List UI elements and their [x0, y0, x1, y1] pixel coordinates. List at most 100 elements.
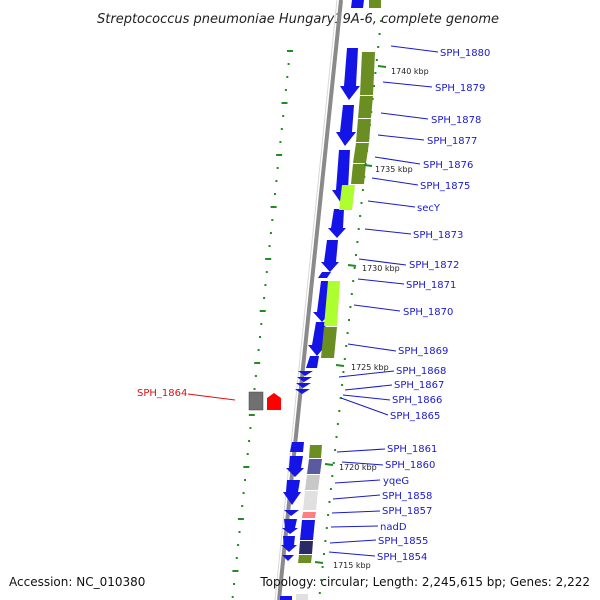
- tick-mark: [269, 232, 272, 234]
- kbp-scale: 1740 kbp 1735 kbp 1730 kbp 1725 kbp 1720…: [314, 65, 429, 570]
- gene-arrow[interactable]: [290, 442, 304, 452]
- tick-mark: [331, 475, 334, 477]
- gene-arrow[interactable]: [280, 596, 292, 600]
- gene-label[interactable]: secY: [417, 203, 441, 214]
- gene-label[interactable]: SPH_1857: [382, 506, 432, 517]
- cog-block: [321, 327, 337, 358]
- gene-label[interactable]: SPH_1869: [398, 346, 448, 357]
- gene-block[interactable]: [248, 391, 264, 411]
- tick-mark: [248, 440, 251, 442]
- kbp-label: 1715 kbp: [333, 561, 371, 570]
- gene-arrow[interactable]: [283, 480, 301, 505]
- gene-arrow[interactable]: [284, 510, 299, 516]
- gene-arrow[interactable]: [286, 456, 304, 477]
- gene-label[interactable]: SPH_1877: [427, 136, 477, 147]
- gene-arrow[interactable]: [295, 389, 310, 394]
- tick-mark: [244, 479, 246, 481]
- tick-mark: [242, 492, 245, 494]
- tick-mark: [264, 284, 267, 286]
- gene-label[interactable]: SPH_1860: [385, 460, 435, 471]
- tick-mark: [254, 362, 261, 364]
- gene-label[interactable]: SPH_1870: [403, 307, 453, 318]
- gene-label[interactable]: SPH_1855: [378, 536, 428, 547]
- tick-mark: [265, 271, 268, 273]
- gene-label[interactable]: SPH_1866: [392, 395, 442, 406]
- cog-block: [299, 541, 313, 554]
- cog-block: [353, 143, 369, 163]
- tick-mark: [241, 505, 244, 507]
- kbp-label: 1730 kbp: [362, 264, 400, 273]
- tick-mark: [324, 540, 327, 542]
- gene-arrow[interactable]: [296, 383, 311, 388]
- gene-arrow[interactable]: [282, 555, 294, 561]
- tick-mark: [378, 33, 381, 35]
- tick-mark: [355, 254, 357, 256]
- highlight-leader: [187, 393, 236, 401]
- cog-track: [296, 0, 381, 600]
- cog-block: [298, 555, 312, 563]
- gene-arrow[interactable]: [282, 519, 298, 534]
- gene-label[interactable]: SPH_1861: [387, 444, 437, 455]
- tick-mark: [259, 336, 261, 338]
- cog-block: [356, 119, 371, 142]
- gene-arrow[interactable]: [281, 536, 297, 552]
- tick-mark: [271, 219, 274, 221]
- gene-label[interactable]: SPH_1865: [390, 411, 440, 422]
- tick-mark: [361, 189, 364, 191]
- gene-label[interactable]: SPH_1858: [382, 491, 432, 502]
- gene-label[interactable]: SPH_1873: [413, 230, 463, 241]
- highlighted-gene-label[interactable]: SPH_1864: [137, 388, 187, 399]
- gene-label[interactable]: SPH_1872: [409, 260, 459, 271]
- gene-label[interactable]: yqeG: [383, 476, 409, 487]
- kbp-label: 1735 kbp: [375, 165, 413, 174]
- kbp-label: 1740 kbp: [391, 67, 429, 76]
- gene-arrow[interactable]: [351, 0, 364, 8]
- gene-label[interactable]: SPH_1871: [406, 280, 456, 291]
- gene-arrow[interactable]: [321, 240, 339, 272]
- tick-mark: [346, 332, 349, 334]
- label-leaders: [328, 45, 439, 557]
- tick-mark: [286, 76, 289, 78]
- tick-mark: [380, 20, 382, 22]
- gene-label[interactable]: SPH_1879: [435, 83, 485, 94]
- gene-label[interactable]: SPH_1875: [420, 181, 470, 192]
- topology-text: Topology: circular; Length: 2,245,615 bp…: [259, 575, 590, 589]
- gene-arrow[interactable]: [336, 105, 356, 146]
- genome-title: Streptococcus pneumoniae Hungary19A-6, c…: [97, 12, 499, 27]
- accession-text: Accession: NC_010380: [9, 575, 145, 589]
- gene-label[interactable]: SPH_1868: [396, 366, 446, 377]
- tick-mark: [249, 427, 252, 429]
- tick-mark: [280, 128, 283, 130]
- tick-mark: [360, 202, 363, 204]
- cog-block: [307, 459, 322, 474]
- tick-mark: [257, 349, 260, 351]
- tick-mark: [334, 449, 337, 451]
- tick-mark: [231, 596, 234, 598]
- gene-label[interactable]: SPH_1854: [377, 552, 427, 563]
- tick-mark: [328, 501, 331, 503]
- tick-mark: [237, 544, 240, 546]
- gene-arrow[interactable]: [328, 209, 346, 238]
- gene-label[interactable]: SPH_1867: [394, 380, 444, 391]
- highlighted-gene[interactable]: [267, 393, 281, 410]
- gene-arrow[interactable]: [308, 322, 326, 356]
- tick-mark: [287, 50, 293, 52]
- gene-label[interactable]: SPH_1878: [431, 115, 481, 126]
- gene-label[interactable]: SPH_1876: [423, 160, 473, 171]
- tick-mark: [238, 531, 241, 533]
- tick-mark: [263, 297, 266, 299]
- tick-mark: [357, 228, 360, 230]
- tick-mark: [343, 358, 346, 360]
- tick-mark: [237, 518, 244, 520]
- gene-arrow[interactable]: [297, 377, 312, 382]
- gene-arrow[interactable]: [318, 272, 331, 278]
- cog-block: [351, 164, 366, 184]
- tick-mark: [349, 306, 352, 308]
- gene-arrow[interactable]: [340, 48, 360, 100]
- gene-arrow[interactable]: [298, 371, 313, 376]
- gene-label[interactable]: nadD: [380, 522, 407, 533]
- gene-arrow[interactable]: [306, 356, 319, 368]
- tick-mark: [260, 323, 263, 325]
- gene-label[interactable]: SPH_1880: [440, 48, 490, 59]
- tick-mark: [259, 310, 266, 312]
